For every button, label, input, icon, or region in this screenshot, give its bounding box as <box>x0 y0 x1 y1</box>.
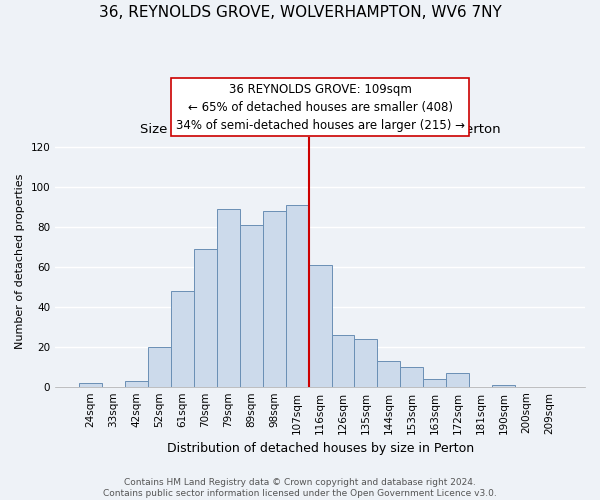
Bar <box>308 264 332 386</box>
Bar <box>125 380 148 386</box>
Text: 36 REYNOLDS GROVE: 109sqm
← 65% of detached houses are smaller (408)
34% of semi: 36 REYNOLDS GROVE: 109sqm ← 65% of detac… <box>176 82 464 132</box>
Title: Size of property relative to detached houses in Perton: Size of property relative to detached ho… <box>140 122 500 136</box>
Bar <box>240 224 263 386</box>
Bar <box>286 204 308 386</box>
Bar <box>217 208 240 386</box>
Bar <box>355 338 377 386</box>
Bar <box>400 366 423 386</box>
Bar <box>263 210 286 386</box>
Bar <box>446 372 469 386</box>
Bar <box>79 382 102 386</box>
Bar <box>194 248 217 386</box>
Y-axis label: Number of detached properties: Number of detached properties <box>15 174 25 350</box>
Bar <box>148 346 171 387</box>
Bar <box>423 378 446 386</box>
Text: Contains HM Land Registry data © Crown copyright and database right 2024.
Contai: Contains HM Land Registry data © Crown c… <box>103 478 497 498</box>
Text: 36, REYNOLDS GROVE, WOLVERHAMPTON, WV6 7NY: 36, REYNOLDS GROVE, WOLVERHAMPTON, WV6 7… <box>98 5 502 20</box>
Bar <box>377 360 400 386</box>
Bar <box>332 334 355 386</box>
Bar <box>171 290 194 386</box>
X-axis label: Distribution of detached houses by size in Perton: Distribution of detached houses by size … <box>167 442 473 455</box>
Bar <box>492 384 515 386</box>
